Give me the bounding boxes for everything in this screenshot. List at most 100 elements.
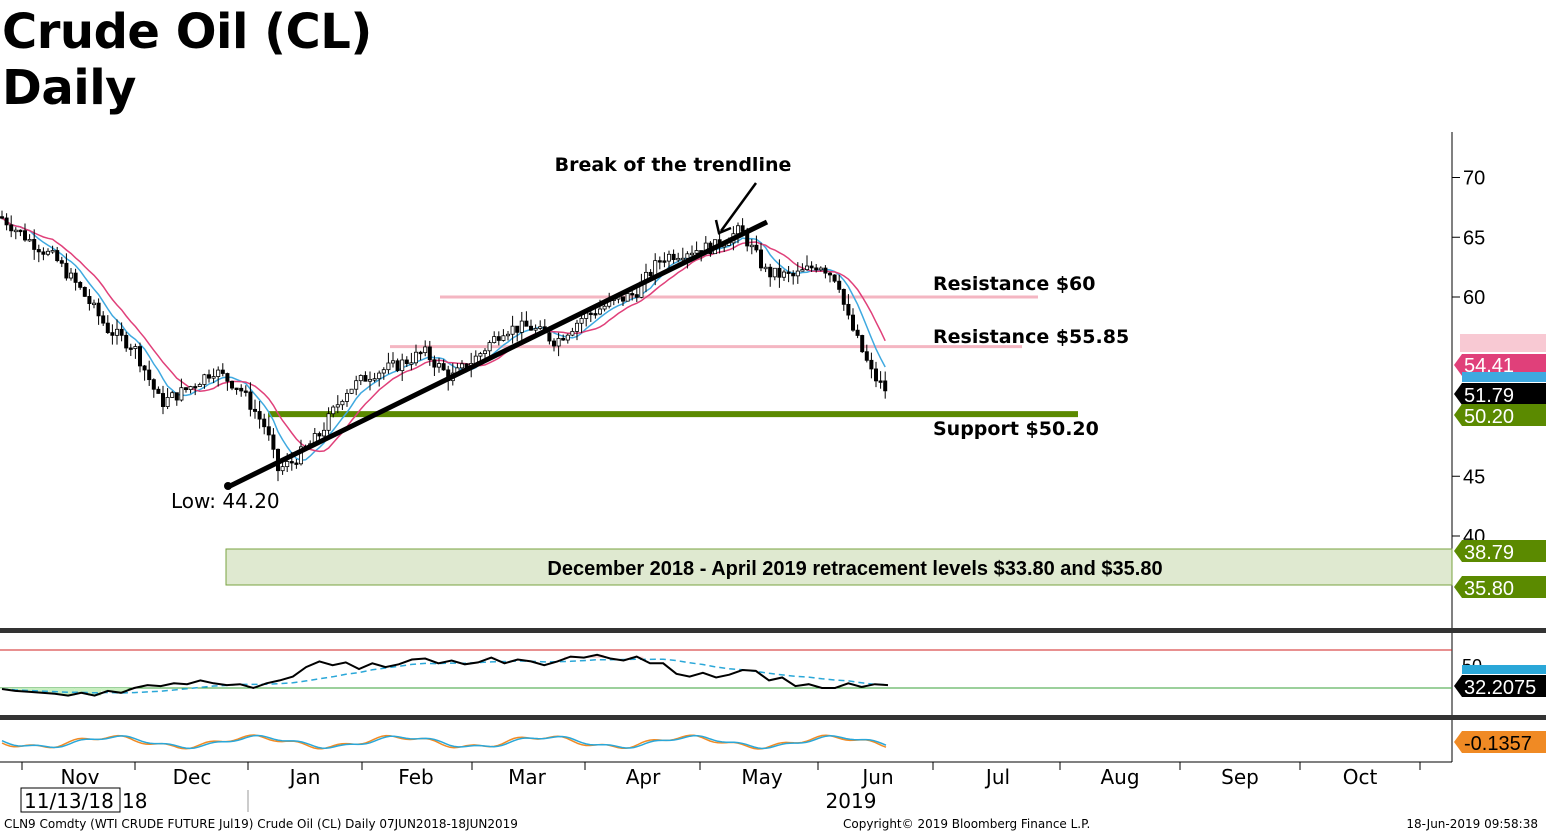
candle-body (151, 379, 156, 390)
resistance-5585-label: Resistance $55.85 (933, 326, 1129, 348)
candle-body (841, 288, 846, 305)
time-axis-ticks: Nov Dec Jan Feb Mar Apr May Jun Jul Aug Sep Oct (21, 762, 1421, 789)
candle-body (358, 375, 363, 382)
candle-body (657, 260, 662, 263)
tag-macd-value: -0.1357 (1464, 733, 1532, 755)
candle-body (266, 426, 271, 436)
candle-body (27, 239, 32, 242)
retracement-label: December 2018 - April 2019 retracement l… (547, 558, 1162, 580)
candle-body (795, 270, 800, 277)
candle-body (860, 335, 865, 353)
candle-body (137, 346, 142, 367)
rsi-oversold-fill (101, 688, 115, 691)
candle-body (505, 333, 510, 337)
candle-body (41, 251, 46, 255)
time-tick-label: Dec (173, 765, 212, 789)
candle-body (823, 267, 828, 274)
candle-body (64, 262, 69, 279)
candle-body (372, 378, 377, 381)
candle-body (772, 267, 777, 278)
candle-body (588, 312, 593, 316)
candle-body (248, 391, 253, 410)
candle-body (547, 332, 552, 342)
candle-body (883, 380, 888, 392)
footer-ticker: CLN9 Comdty (WTI CRUDE FUTURE Jul19) Cru… (4, 817, 518, 831)
candle-body (690, 252, 695, 256)
candle-body (492, 336, 497, 343)
candle-body (170, 392, 175, 398)
candle-body (220, 369, 225, 374)
moving-averages (1, 217, 886, 461)
footer-timestamp: 18-Jun-2019 09:58:38 (1406, 817, 1538, 831)
candle-body (239, 387, 244, 392)
candle-body (413, 351, 418, 364)
low-label: Low: 44.20 (171, 489, 280, 513)
candle-body (441, 363, 446, 371)
candle-body (524, 320, 529, 327)
panel-divider-rsi (0, 628, 1546, 633)
candle-body (174, 392, 179, 401)
rsi-oversold-fill (35, 688, 49, 693)
axis-tags: 54.41 51.79 50.20 38.79 35.80 (1454, 334, 1546, 600)
candle-body (621, 296, 626, 302)
ma-blue-line (1, 217, 886, 461)
candle-body (13, 229, 18, 233)
candle-body (846, 303, 851, 316)
candle-body (280, 466, 285, 472)
arrow-head-icon (714, 219, 732, 235)
candle-body (579, 318, 584, 324)
candle-body (653, 260, 658, 277)
candle-body (874, 368, 879, 382)
candle-body (119, 328, 124, 336)
candle-body (262, 418, 267, 428)
candle-body (321, 429, 326, 437)
candle-body (78, 282, 83, 288)
candle-body (533, 328, 538, 331)
candle-body (529, 325, 534, 331)
time-tick-label: Sep (1221, 765, 1259, 789)
candle-body (459, 363, 464, 369)
candle-body (436, 363, 441, 368)
trendline (228, 219, 769, 489)
candle-body (197, 384, 202, 387)
candle-body (556, 337, 561, 347)
candle-body (832, 274, 837, 282)
candle-body (749, 244, 754, 248)
candle-body (36, 249, 41, 253)
candle-body (211, 376, 216, 379)
tag-ma-pink (1454, 354, 1546, 376)
title-line-1: Crude Oil (CL) (2, 4, 372, 60)
candle-body (685, 253, 690, 259)
tag-rsi-signal (1462, 665, 1546, 674)
candle-body (496, 336, 501, 341)
time-tick-label: May (741, 765, 783, 789)
cursor-date-box[interactable] (20, 787, 121, 813)
candle-body (648, 271, 653, 277)
candle-body (800, 269, 805, 272)
cursor-date: 11/13/18 (24, 789, 114, 813)
candle-body (179, 387, 184, 401)
candle-body (515, 325, 520, 333)
rsi-high-fill (590, 654, 604, 658)
tag-rsi (1454, 675, 1546, 697)
candle-body (570, 330, 575, 336)
rsi-oversold-fill (74, 688, 88, 693)
tag-retracement-high-value: 38.79 (1464, 542, 1514, 564)
footer-copyright: Copyright© 2019 Bloomberg Finance L.P. (843, 817, 1091, 831)
candle-body (763, 266, 768, 270)
tag-last-price (1454, 383, 1546, 405)
candle-body (110, 332, 115, 336)
candle-body (864, 351, 869, 361)
rsi-oversold-fill (61, 688, 75, 696)
candle-body (229, 380, 234, 389)
candle-body (395, 360, 400, 372)
candle-body (206, 374, 211, 379)
tag-ma-pink-value: 54.41 (1464, 355, 1514, 377)
candle-body (55, 250, 60, 262)
candle-body (510, 325, 515, 335)
candle-body (165, 397, 170, 407)
candle-body (96, 302, 101, 317)
candle-body (82, 286, 87, 297)
candle-body (538, 326, 543, 329)
time-tick-label: Nov (60, 765, 99, 789)
